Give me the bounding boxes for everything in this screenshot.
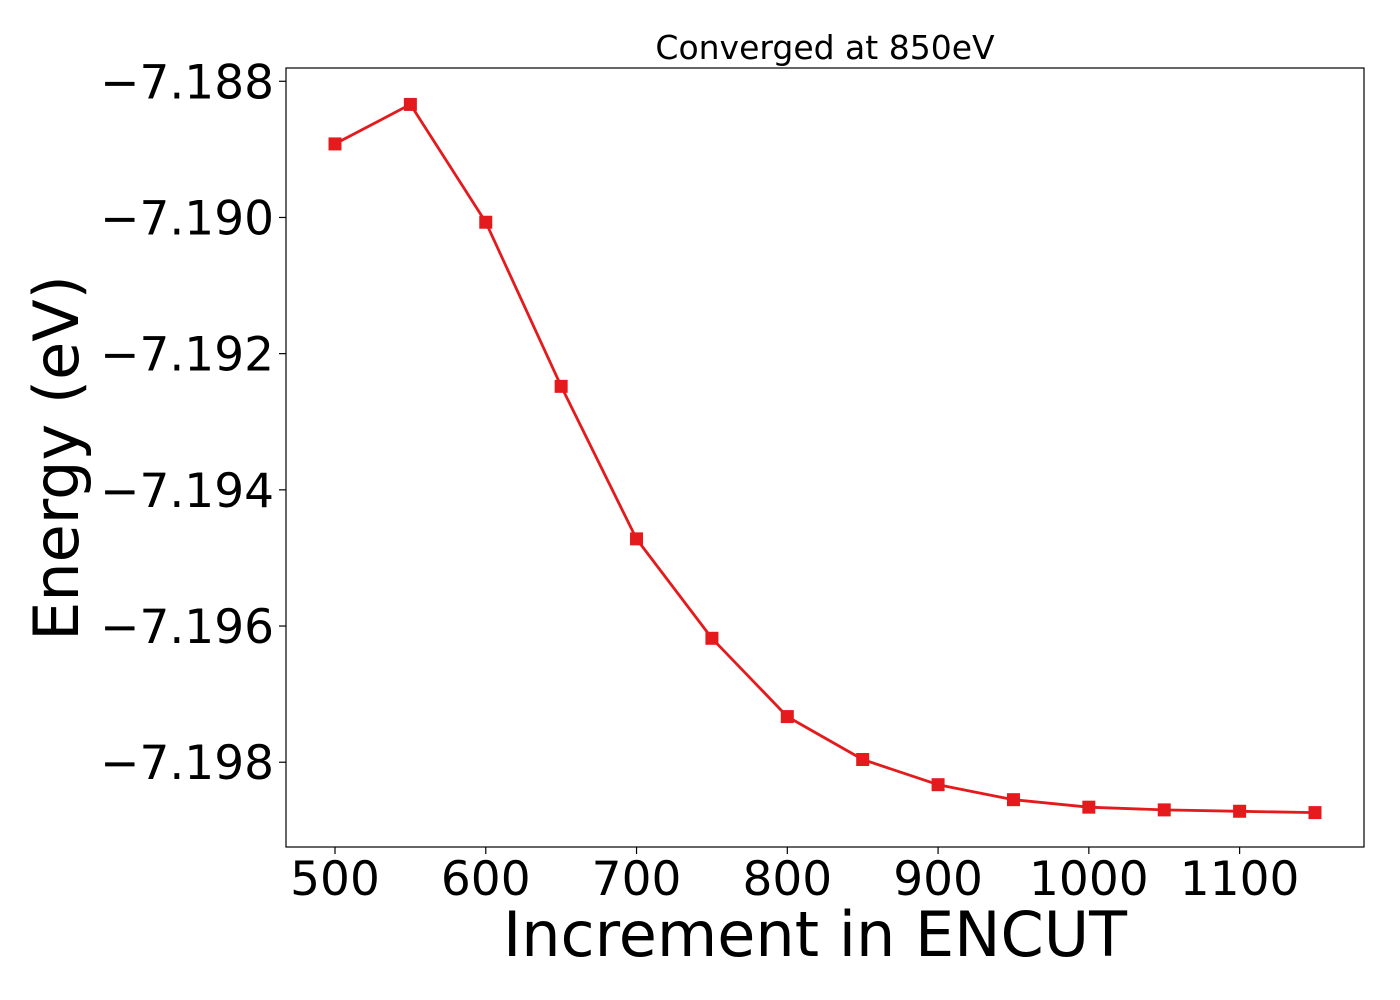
- y-tick-label: −7.196: [100, 600, 274, 655]
- y-tick-label: −7.188: [100, 55, 274, 110]
- data-point-marker: [479, 215, 493, 229]
- data-point-marker: [931, 778, 945, 792]
- y-tick-label: −7.192: [100, 328, 274, 383]
- y-axis-title: Energy (eV): [20, 275, 93, 641]
- data-point-marker: [554, 379, 568, 393]
- x-tick-label: 900: [893, 852, 983, 907]
- x-tick-label: 800: [742, 852, 832, 907]
- x-axis-ticks: 500 600 700 800 900 1000 1100: [290, 847, 1299, 907]
- data-point-marker: [705, 631, 719, 645]
- data-point-marker: [630, 532, 644, 546]
- data-point-marker: [403, 97, 417, 111]
- data-point-marker: [780, 710, 794, 724]
- chart-title: Converged at 850eV: [655, 28, 995, 67]
- data-point-marker: [328, 137, 342, 151]
- x-axis-title: Increment in ENCUT: [503, 898, 1128, 971]
- x-tick-label: 1000: [1029, 852, 1149, 907]
- energy-series-line: [334, 103, 1316, 814]
- x-tick-label: 700: [592, 852, 682, 907]
- x-tick-label: 600: [441, 852, 531, 907]
- y-tick-label: −7.198: [100, 736, 274, 791]
- data-point-marker: [1308, 806, 1322, 820]
- y-tick-label: −7.190: [100, 191, 274, 246]
- data-point-marker: [856, 752, 870, 766]
- x-tick-label: 500: [290, 852, 380, 907]
- energy-series-markers: [328, 97, 1322, 820]
- x-tick-label: 1100: [1180, 852, 1300, 907]
- y-axis-ticks: −7.188 −7.190 −7.192 −7.194 −7.196 −7.198: [100, 55, 286, 791]
- y-tick-label: −7.194: [100, 464, 274, 519]
- plot-area-frame: [285, 67, 1365, 848]
- data-point-marker: [1006, 793, 1020, 807]
- data-point-marker: [1233, 804, 1247, 818]
- data-point-marker: [1157, 803, 1171, 817]
- data-point-marker: [1082, 800, 1096, 814]
